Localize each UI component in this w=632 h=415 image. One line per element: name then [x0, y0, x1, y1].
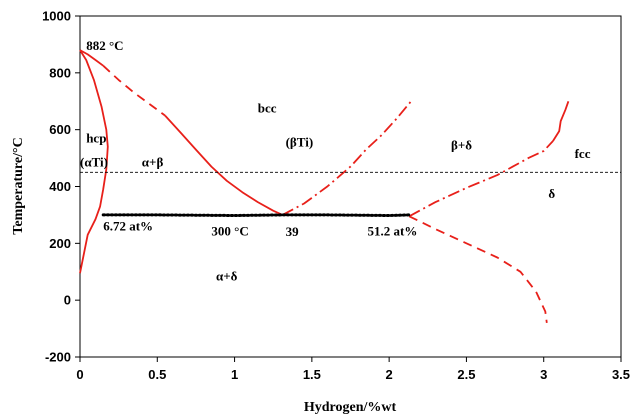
series-line-2	[102, 65, 166, 117]
series-line-0	[79, 49, 109, 274]
annotations: 882 °C bcc hcp (αTi) α+β (βTi) β+δ fcc δ 6.72 at%…	[80, 38, 591, 283]
x-axis-ticks: 0 0.5 1 1.5 2 2.5 3 3.5	[76, 357, 630, 382]
annotation-label: 300 °C	[211, 223, 248, 238]
series-line-8	[101, 213, 411, 217]
x-tick-label: 0.5	[148, 367, 166, 382]
y-axis-ticks: -200 0 200 400 600 800 1000	[42, 9, 80, 365]
x-tick-label: 1	[231, 367, 238, 382]
annotation-label: 6.72 at%	[103, 219, 153, 234]
annotation-label: δ	[548, 186, 555, 201]
y-tick-label: 600	[49, 122, 71, 137]
series-line-4	[282, 99, 413, 216]
annotation-label: hcp	[86, 131, 106, 146]
y-tick-label: -200	[45, 350, 71, 365]
annotation-label: 51.2 at%	[368, 223, 418, 238]
annotation-label: α+β	[142, 155, 164, 170]
annotation-label: β+δ	[451, 138, 472, 153]
annotation-label: (αTi)	[80, 155, 108, 170]
annotation-label: fcc	[575, 146, 591, 161]
x-tick-label: 2.5	[457, 367, 475, 382]
series-line-7	[408, 215, 548, 324]
y-tick-label: 200	[49, 236, 71, 251]
annotation-label: (βTi)	[286, 135, 314, 150]
x-axis-title: Hydrogen/%wt	[304, 400, 397, 415]
series-line-3	[164, 114, 283, 216]
y-axis-title: Temperature/°C	[11, 137, 26, 234]
x-tick-label: 2	[386, 367, 393, 382]
x-tick-label: 3.5	[612, 367, 630, 382]
y-tick-label: 1000	[42, 9, 71, 24]
series-line-1	[79, 49, 104, 67]
x-tick-label: 0	[76, 367, 83, 382]
y-tick-label: 400	[49, 179, 71, 194]
phase-boundary-curves	[79, 49, 621, 324]
annotation-label: bcc	[258, 101, 277, 116]
x-tick-label: 1.5	[303, 367, 321, 382]
y-tick-label: 800	[49, 65, 71, 80]
y-tick-label: 0	[64, 293, 71, 308]
plot-area	[79, 15, 622, 358]
x-tick-label: 3	[540, 367, 547, 382]
series-line-6	[552, 101, 570, 142]
annotation-label: 882 °C	[86, 38, 123, 53]
annotation-label: 39	[286, 224, 300, 239]
annotation-label: α+δ	[216, 268, 238, 283]
